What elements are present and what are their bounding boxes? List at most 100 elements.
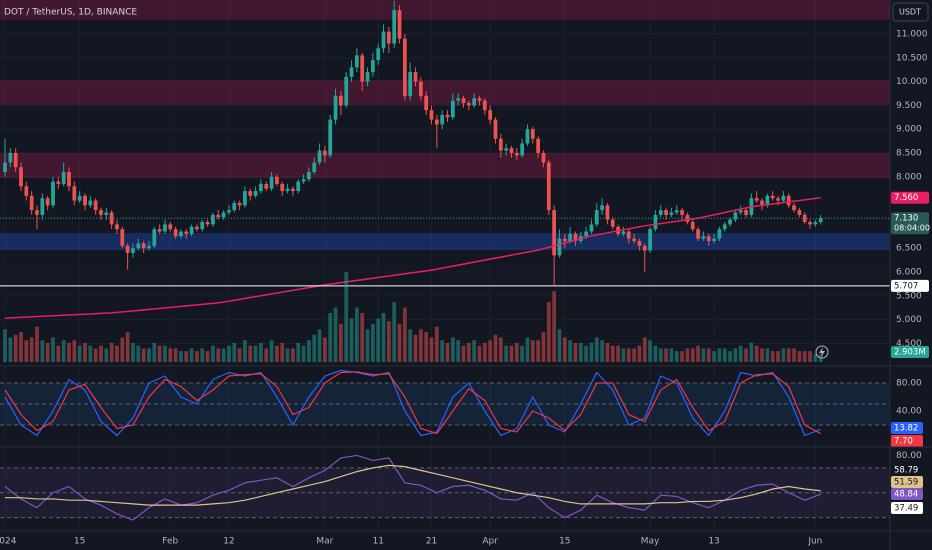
candle-body <box>722 224 727 230</box>
volume-bar <box>312 334 317 362</box>
candle-body <box>227 210 231 213</box>
y-tick-label: 5.500 <box>896 291 922 301</box>
candle-body <box>51 181 55 206</box>
candle-body <box>83 195 87 206</box>
candle-body <box>29 195 34 211</box>
candle-body <box>690 222 695 230</box>
candle-body <box>243 191 247 206</box>
volume-bar <box>371 323 375 362</box>
volume-bar <box>701 348 706 362</box>
x-tick-label: Mar <box>316 537 333 547</box>
volume-bar <box>93 348 98 362</box>
candle-body <box>712 238 716 242</box>
candle-body <box>754 198 759 201</box>
volume-bar <box>770 351 775 362</box>
volume-bar <box>568 340 572 362</box>
volume-bar <box>19 332 23 362</box>
volume-bar <box>104 348 109 362</box>
candle-body <box>248 191 253 196</box>
candle-body <box>621 231 626 234</box>
volume-bar <box>72 340 77 362</box>
indicator-line <box>4 369 821 437</box>
volume-bar <box>760 348 764 362</box>
candle-body <box>392 10 397 44</box>
candle-body <box>205 222 210 225</box>
volume-bar <box>147 348 151 362</box>
symbol-title: DOT / TetherUS, 1D, BINANCE <box>4 8 137 18</box>
volume-bar <box>541 332 546 362</box>
volume-bar <box>744 348 748 362</box>
volume-bar <box>392 302 397 362</box>
volume-bar <box>594 337 599 362</box>
volume-bar <box>83 342 87 362</box>
candle-body <box>360 55 365 82</box>
candle-body <box>472 98 477 106</box>
currency-button[interactable] <box>892 2 929 22</box>
candle-body <box>440 114 445 125</box>
candle-body <box>818 218 823 223</box>
candle-body <box>674 210 679 213</box>
candle-body <box>776 198 780 201</box>
candle-body <box>717 229 722 239</box>
candle-body <box>344 76 349 106</box>
candle-body <box>418 81 423 96</box>
candle-body <box>402 38 407 96</box>
volume-bar <box>813 353 818 362</box>
volume-bar <box>13 334 18 362</box>
candle-body <box>669 212 674 215</box>
volume-bar <box>131 342 135 362</box>
volume-bar <box>786 348 791 362</box>
price-tag-label: 48.84 <box>894 490 918 500</box>
candle-body <box>786 195 791 206</box>
volume-bar <box>141 348 146 362</box>
candle-body <box>152 229 157 246</box>
alert-icon[interactable] <box>815 345 829 359</box>
volume-bar <box>157 345 162 362</box>
x-tick-label: 13 <box>708 537 719 547</box>
candle-body <box>541 152 546 163</box>
candle-body <box>3 162 7 173</box>
currency-label[interactable]: USDT <box>899 8 921 17</box>
volume-bar <box>658 348 663 362</box>
candle-body <box>173 229 178 237</box>
volume-bar <box>440 340 445 362</box>
candle-body <box>349 67 354 77</box>
volume-bar <box>195 351 199 362</box>
candle-body <box>45 198 50 206</box>
candle-body <box>760 200 764 206</box>
candle-body <box>259 183 263 192</box>
candle-body <box>168 224 173 230</box>
candle-body <box>323 150 327 156</box>
candle-body <box>67 172 71 187</box>
volume-bar <box>552 291 556 362</box>
candle-body <box>184 231 189 234</box>
candle-body <box>664 210 668 215</box>
volume-bar <box>360 313 365 362</box>
volume-bar <box>557 329 562 362</box>
x-tick-label: May <box>641 537 660 547</box>
y-tick-label: 8.000 <box>896 172 922 182</box>
volume-bar <box>179 351 183 362</box>
volume-bar <box>275 345 279 362</box>
candle-body <box>216 214 221 218</box>
candle-body <box>562 238 567 242</box>
candle-body <box>498 138 503 151</box>
candle-body <box>264 183 269 189</box>
volume-bar <box>216 348 221 362</box>
volume-bar <box>493 334 498 362</box>
volume-bar <box>189 348 194 362</box>
volume-bar <box>200 348 205 362</box>
volume-bar <box>477 345 482 362</box>
volume-bar <box>546 302 551 362</box>
y-tick-label: 80.00 <box>896 451 922 461</box>
volume-bar <box>45 342 50 362</box>
candle-body <box>131 248 135 253</box>
volume-bar <box>29 337 34 362</box>
volume-bar <box>339 323 343 362</box>
volume-bar <box>61 340 66 362</box>
volume-bar <box>509 345 514 362</box>
y-tick-label: 10.000 <box>896 77 928 87</box>
candle-body <box>413 72 418 82</box>
candle-body <box>307 172 311 180</box>
volume-bar <box>600 340 604 362</box>
